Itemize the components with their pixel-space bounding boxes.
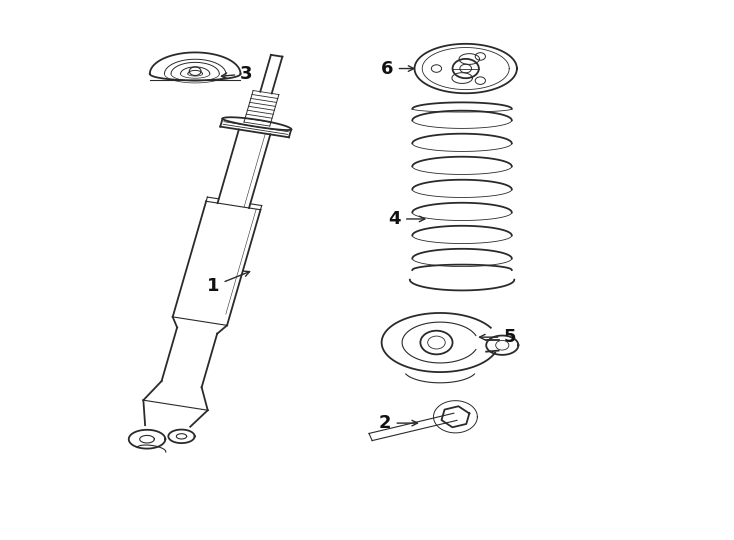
Text: 1: 1 [207,271,250,295]
Text: 5: 5 [479,328,516,346]
Text: 6: 6 [381,59,414,78]
Text: 4: 4 [388,210,425,228]
Text: 3: 3 [222,65,252,83]
Text: 2: 2 [379,414,418,432]
